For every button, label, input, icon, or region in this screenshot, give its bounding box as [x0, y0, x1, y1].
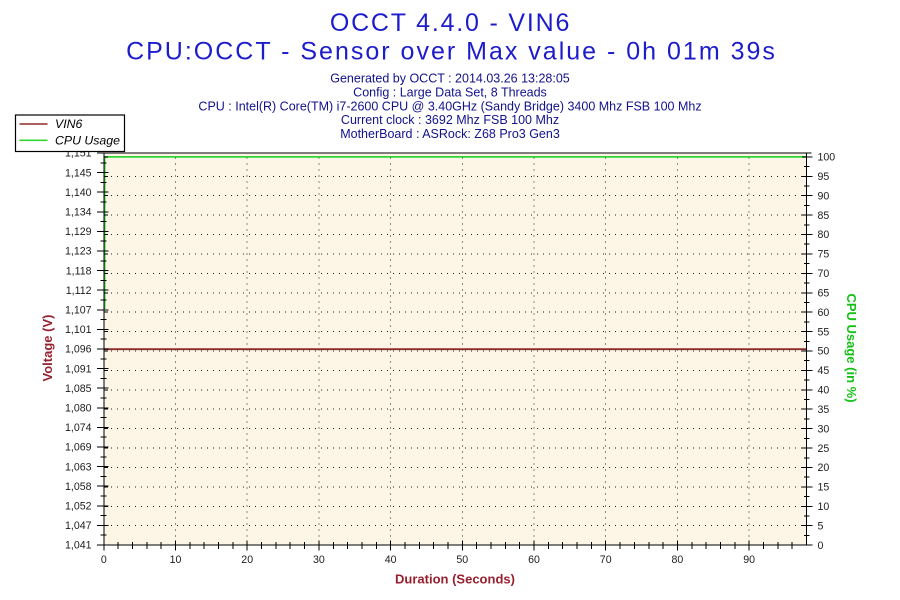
- svg-text:50: 50: [818, 346, 830, 358]
- svg-text:1,080: 1,080: [65, 403, 92, 415]
- svg-text:30: 30: [313, 554, 325, 566]
- svg-text:1,047: 1,047: [65, 520, 92, 532]
- svg-text:70: 70: [600, 554, 612, 566]
- svg-text:10: 10: [170, 554, 182, 566]
- svg-text:0: 0: [818, 540, 824, 552]
- svg-text:90: 90: [743, 554, 755, 566]
- svg-text:Duration (Seconds): Duration (Seconds): [395, 572, 515, 587]
- svg-text:45: 45: [818, 365, 830, 377]
- svg-text:90: 90: [818, 190, 830, 202]
- svg-text:25: 25: [818, 443, 830, 455]
- svg-text:60: 60: [818, 307, 830, 319]
- svg-text:CPU : Intel(R) Core(TM) i7-260: CPU : Intel(R) Core(TM) i7-2600 CPU @ 3.…: [198, 99, 701, 113]
- svg-text:Current clock : 3692 Mhz FSB 1: Current clock : 3692 Mhz FSB 100 Mhz: [341, 113, 559, 127]
- svg-text:1,118: 1,118: [66, 265, 92, 277]
- svg-text:50: 50: [456, 554, 468, 566]
- svg-text:1,140: 1,140: [65, 187, 92, 199]
- svg-text:CPU Usage: CPU Usage: [55, 134, 120, 148]
- svg-text:VIN6: VIN6: [55, 117, 82, 131]
- svg-text:40: 40: [385, 554, 397, 566]
- svg-text:1,129: 1,129: [65, 226, 92, 238]
- svg-text:1,101: 1,101: [65, 324, 92, 336]
- svg-text:95: 95: [818, 171, 830, 183]
- svg-text:75: 75: [818, 249, 830, 261]
- svg-text:30: 30: [818, 423, 830, 435]
- svg-text:1,145: 1,145: [65, 167, 92, 179]
- svg-text:OCCT 4.4.0 - VIN6: OCCT 4.4.0 - VIN6: [330, 9, 571, 37]
- svg-text:1,058: 1,058: [65, 481, 92, 493]
- svg-text:1,123: 1,123: [65, 246, 92, 258]
- svg-text:100: 100: [818, 152, 836, 164]
- svg-text:1,074: 1,074: [65, 422, 92, 434]
- svg-text:MotherBoard : ASRock: Z68 Pro3: MotherBoard : ASRock: Z68 Pro3 Gen3: [340, 127, 560, 141]
- svg-text:15: 15: [818, 482, 830, 494]
- svg-text:85: 85: [818, 210, 830, 222]
- svg-text:10: 10: [818, 501, 830, 513]
- svg-text:65: 65: [818, 288, 830, 300]
- svg-text:1,107: 1,107: [65, 305, 92, 317]
- svg-text:40: 40: [818, 385, 830, 397]
- svg-text:1,063: 1,063: [65, 461, 92, 473]
- svg-text:CPU:OCCT - Sensor over Max val: CPU:OCCT - Sensor over Max value - 0h 01…: [126, 37, 777, 65]
- svg-text:80: 80: [818, 229, 830, 241]
- svg-text:1,091: 1,091: [65, 363, 92, 375]
- svg-text:55: 55: [818, 326, 830, 338]
- svg-text:1,096: 1,096: [65, 344, 92, 356]
- svg-text:5: 5: [818, 520, 824, 532]
- svg-text:Config : Large Data Set, 8 Thr: Config : Large Data Set, 8 Threads: [353, 85, 547, 99]
- svg-text:1,041: 1,041: [65, 540, 92, 552]
- svg-text:1,085: 1,085: [65, 383, 92, 395]
- svg-text:Voltage (V): Voltage (V): [40, 315, 55, 382]
- svg-text:20: 20: [241, 554, 253, 566]
- svg-text:1,069: 1,069: [65, 442, 92, 454]
- svg-text:0: 0: [101, 554, 107, 566]
- svg-text:1,134: 1,134: [65, 207, 92, 219]
- svg-text:1,112: 1,112: [66, 285, 92, 297]
- svg-text:60: 60: [528, 554, 540, 566]
- svg-text:35: 35: [818, 404, 830, 416]
- svg-text:80: 80: [672, 554, 684, 566]
- svg-text:Generated by OCCT : 2014.03.26: Generated by OCCT : 2014.03.26 13:28:05: [330, 72, 570, 86]
- svg-text:70: 70: [818, 268, 830, 280]
- svg-text:CPU Usage (in %): CPU Usage (in %): [844, 293, 859, 402]
- svg-text:1,052: 1,052: [65, 501, 92, 513]
- svg-text:20: 20: [818, 462, 830, 474]
